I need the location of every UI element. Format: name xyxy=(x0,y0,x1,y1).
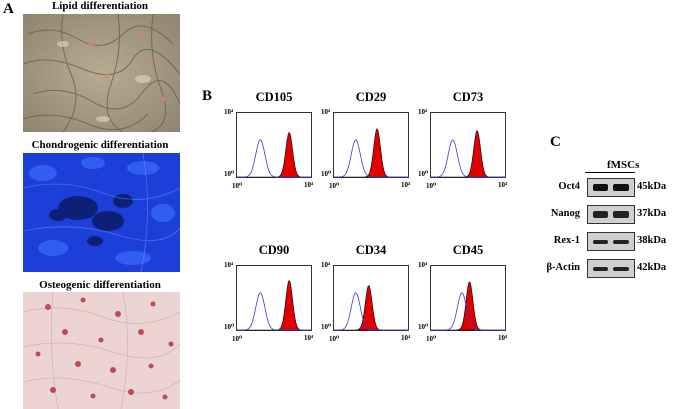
y-axis-min-label: 10⁰ xyxy=(224,170,235,178)
y-axis-max-label: 10⁴ xyxy=(224,261,234,269)
x-axis-max-label: 10⁴ xyxy=(304,334,314,342)
y-axis-min-label: 10⁰ xyxy=(418,170,429,178)
x-axis-max-label: 10⁴ xyxy=(401,334,411,342)
x-axis-max-label: 10⁴ xyxy=(498,334,508,342)
histogram-plot xyxy=(430,112,506,178)
histogram-plot xyxy=(236,265,312,331)
marker-label: CD34 xyxy=(355,243,387,257)
marker-label: CD45 xyxy=(452,243,484,257)
western-blot-header: fMSCs xyxy=(607,159,640,171)
y-axis-max-label: 10⁴ xyxy=(321,261,331,269)
chondrogenic-image xyxy=(23,153,180,272)
histogram-plot xyxy=(333,112,409,178)
wb-size-rex1: 38kDa xyxy=(637,235,667,246)
x-axis-min-label: 10⁰ xyxy=(232,335,243,343)
control-histogram xyxy=(236,139,312,178)
chondrogenic-title: Chondrogenic differentiation xyxy=(31,139,169,151)
y-axis-max-label: 10⁴ xyxy=(418,108,428,116)
control-histogram xyxy=(333,139,409,178)
x-axis-min-label: 10⁰ xyxy=(329,182,340,190)
y-axis-max-label: 10⁴ xyxy=(224,108,234,116)
x-axis-min-label: 10⁰ xyxy=(426,335,437,343)
y-axis-min-label: 10⁰ xyxy=(224,323,235,331)
histogram-plot xyxy=(333,265,409,331)
wb-size-beta-actin: 42kDa xyxy=(637,262,667,273)
panel-label-b: B xyxy=(202,88,213,104)
y-axis-min-label: 10⁰ xyxy=(321,323,332,331)
y-axis-max-label: 10⁴ xyxy=(418,261,428,269)
control-histogram xyxy=(430,139,506,178)
wb-band-rex1 xyxy=(587,232,635,251)
header-underline xyxy=(585,172,635,173)
x-axis-min-label: 10⁰ xyxy=(426,182,437,190)
wb-size-oct4: 45kDa xyxy=(637,181,667,192)
wb-band-beta-actin xyxy=(587,259,635,278)
osteogenic-image xyxy=(23,292,180,409)
y-axis-max-label: 10⁴ xyxy=(321,108,331,116)
control-histogram xyxy=(236,292,312,331)
histogram-plot xyxy=(430,265,506,331)
wb-size-nanog: 37kDa xyxy=(637,208,667,219)
wb-label-rex1: Rex-1 xyxy=(553,235,580,246)
wb-label-oct4: Oct4 xyxy=(558,181,580,192)
x-axis-max-label: 10⁴ xyxy=(304,181,314,189)
x-axis-max-label: 10⁴ xyxy=(498,181,508,189)
wb-band-nanog xyxy=(587,205,635,224)
marker-label: CD29 xyxy=(355,90,387,104)
control-histogram xyxy=(333,292,409,331)
panel-label-a: A xyxy=(3,1,14,17)
y-axis-min-label: 10⁰ xyxy=(321,170,332,178)
wb-label-beta-actin: β-Actin xyxy=(546,262,580,273)
marker-label: CD73 xyxy=(452,90,484,104)
control-histogram xyxy=(430,292,506,331)
marker-label: CD90 xyxy=(258,243,290,257)
wb-label-nanog: Nanog xyxy=(550,208,580,219)
lipid-image xyxy=(23,14,180,132)
x-axis-min-label: 10⁰ xyxy=(232,182,243,190)
osteogenic-title: Osteogenic differentiation xyxy=(39,279,161,291)
wb-band-oct4 xyxy=(587,178,635,197)
x-axis-max-label: 10⁴ xyxy=(401,181,411,189)
histogram-plot xyxy=(236,112,312,178)
panel-label-c: C xyxy=(550,134,561,150)
y-axis-min-label: 10⁰ xyxy=(418,323,429,331)
marker-label: CD105 xyxy=(255,90,293,104)
x-axis-min-label: 10⁰ xyxy=(329,335,340,343)
lipid-title: Lipid differentiation xyxy=(51,0,149,12)
